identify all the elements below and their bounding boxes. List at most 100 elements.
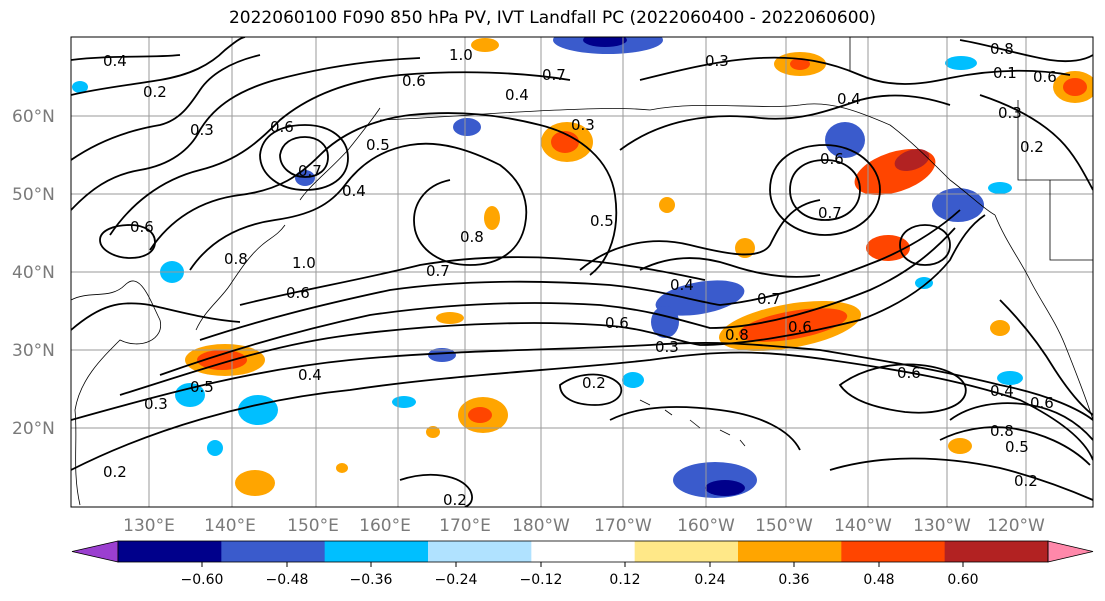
lat-label-40n: 40°N xyxy=(12,263,55,283)
contour-label: 0.6 xyxy=(1030,394,1054,412)
contour-label: 0.7 xyxy=(542,66,566,84)
contour-label: 0.6 xyxy=(897,364,921,382)
contour-label: 0.8 xyxy=(224,250,248,268)
contour-label: 0.4 xyxy=(342,182,366,200)
pv-blob xyxy=(197,350,247,370)
contour-label: 0.3 xyxy=(655,338,679,356)
contour-line xyxy=(639,56,1071,85)
contour-line xyxy=(619,94,951,151)
contour-label: 0.2 xyxy=(103,463,127,481)
pv-blob xyxy=(866,235,910,261)
contour-label: 0.4 xyxy=(505,86,529,104)
contour-label: 0.1 xyxy=(993,64,1017,82)
contour-line xyxy=(609,406,801,451)
pv-blob xyxy=(825,122,865,158)
lat-label-20n: 20°N xyxy=(12,419,55,439)
alaska-coastline xyxy=(649,103,996,216)
pv-blob xyxy=(453,118,481,136)
contour-label: 0.2 xyxy=(443,491,467,509)
contour-line xyxy=(999,299,1093,416)
pv-blob xyxy=(705,480,745,496)
contour-line xyxy=(279,136,329,178)
pv-blob xyxy=(655,280,745,316)
contour-label: 0.7 xyxy=(298,162,322,180)
map-frame xyxy=(70,36,1094,508)
contour-line xyxy=(899,224,951,266)
contour-label: 0.2 xyxy=(1014,472,1038,490)
pv-blob xyxy=(392,396,416,408)
contour-line xyxy=(979,94,1093,191)
pv-blob xyxy=(471,38,499,52)
contour-line xyxy=(109,71,571,236)
contour-label: 0.7 xyxy=(426,262,450,280)
contour-line xyxy=(838,363,967,414)
pv-blob xyxy=(997,371,1023,385)
pv-blob xyxy=(659,197,675,213)
contour-label: 0.3 xyxy=(190,121,214,139)
latitude-labels: 60°N 50°N 40°N 30°N 20°N xyxy=(12,107,55,439)
graticule xyxy=(71,37,1093,507)
contour-label: 0.5 xyxy=(366,136,390,154)
pv-blob xyxy=(336,463,348,473)
lon-label: 180°W xyxy=(512,516,570,536)
contour-line xyxy=(149,112,618,276)
lon-label: 140°E xyxy=(204,516,256,536)
contour-line xyxy=(639,257,821,278)
contour-label: 0.6 xyxy=(286,284,310,302)
lon-label: 140°W xyxy=(834,516,892,536)
contour-line xyxy=(559,373,623,406)
pv-blob xyxy=(738,308,848,342)
contour-line xyxy=(399,473,473,507)
contour-value-labels: 0.4 0.2 1.0 0.6 0.7 0.4 0.3 0.8 0.1 0.6 … xyxy=(103,40,1057,509)
contour-label: 0.2 xyxy=(143,83,167,101)
contour-label: 0.6 xyxy=(402,72,426,90)
contour-label: 0.4 xyxy=(837,90,861,108)
pv-blob xyxy=(1063,78,1087,96)
contour-label: 0.8 xyxy=(460,228,484,246)
lon-label: 150°W xyxy=(755,516,813,536)
contour-line xyxy=(71,54,261,161)
lon-label: 170°W xyxy=(594,516,652,536)
contour-label: 0.8 xyxy=(990,40,1014,58)
kamchatka-coastline xyxy=(299,107,381,201)
contour-label: 0.6 xyxy=(1033,68,1057,86)
contour-line xyxy=(199,209,961,341)
contour-line xyxy=(259,124,349,191)
contour-label: 0.3 xyxy=(571,116,595,134)
contour-label: 0.8 xyxy=(990,422,1014,440)
pv-blob xyxy=(175,383,205,407)
aleutian-islands xyxy=(379,108,651,121)
contour-line xyxy=(99,224,156,259)
pv-blob xyxy=(932,188,984,222)
lon-label: 160°W xyxy=(677,516,735,536)
pv-blob xyxy=(990,320,1010,336)
contour-label: 0.6 xyxy=(788,318,812,336)
contour-line xyxy=(71,342,1093,421)
contour-line xyxy=(71,57,421,211)
lat-label-30n: 30°N xyxy=(12,341,55,361)
contour-label: 0.4 xyxy=(298,366,322,384)
asia-coastline xyxy=(71,280,162,506)
north-america-coastline xyxy=(994,214,1093,421)
contour-line xyxy=(939,426,1091,466)
pv-blob xyxy=(295,170,315,186)
pv-blob xyxy=(468,407,492,423)
lon-label: 150°E xyxy=(287,516,339,536)
coastlines xyxy=(71,37,1093,506)
contour-label: 0.5 xyxy=(1005,438,1029,456)
lon-label: 160°E xyxy=(359,516,411,536)
contour-line xyxy=(189,142,528,271)
lat-label-50n: 50°N xyxy=(12,185,55,205)
pv-blob xyxy=(945,56,977,70)
pv-blob xyxy=(426,426,440,438)
pv-blob xyxy=(583,37,627,47)
contour-line xyxy=(789,159,861,221)
pv-blob xyxy=(894,148,930,172)
map-title: 2022060100 F090 850 hPa PV, IVT Landfall… xyxy=(228,8,876,28)
contour-label: 0.8 xyxy=(725,326,749,344)
contour-line xyxy=(71,302,241,331)
pv-blob xyxy=(428,348,456,362)
longitude-labels: 130°E 140°E 150°E 160°E 170°E 180°W 170°… xyxy=(123,516,1045,536)
contour-label: 1.0 xyxy=(292,254,316,272)
